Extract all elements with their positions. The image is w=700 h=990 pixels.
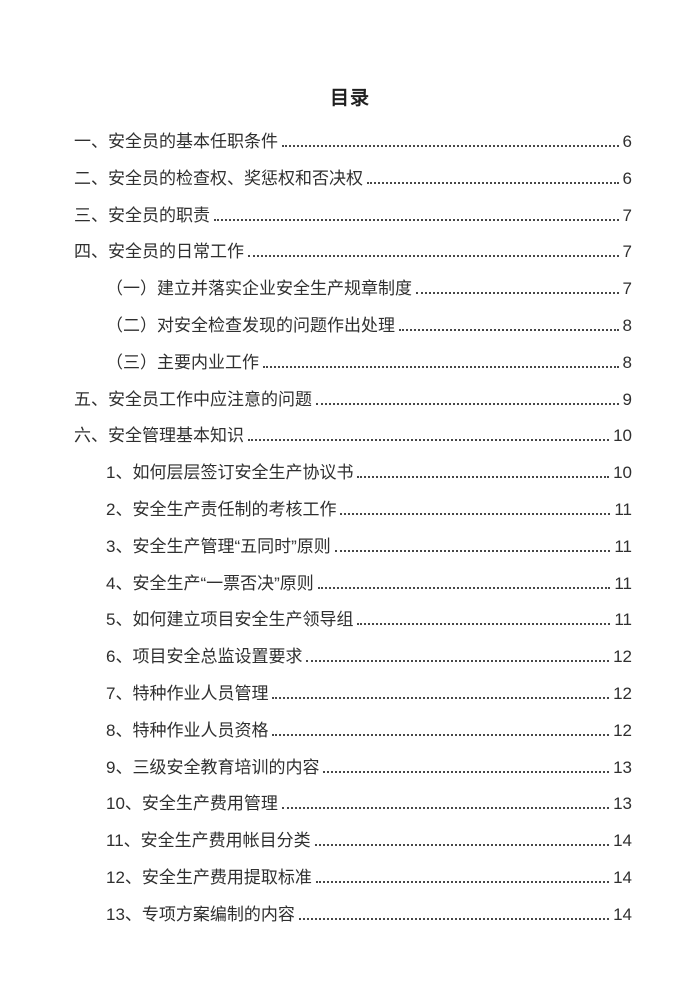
toc-list: 一、安全员的基本任职条件 6 二、安全员的检查权、奖惩权和否决权 6 三、安全员的职责 7…: [0, 124, 700, 934]
toc-entry-page: 6: [622, 168, 632, 188]
toc-entry-page: 11: [614, 536, 632, 556]
toc-entry-label: 13、专项方案编制的内容: [106, 904, 295, 924]
dot-leader: [323, 770, 610, 773]
toc-entry[interactable]: 5、如何建立项目安全生产领导组 11: [0, 602, 700, 639]
toc-entry-label: 六、安全管理基本知识: [74, 426, 244, 446]
toc-entry[interactable]: 二、安全员的检查权、奖惩权和否决权 6: [0, 161, 700, 198]
toc-entry-page: 14: [613, 831, 632, 851]
dot-leader: [416, 292, 619, 295]
dot-leader: [316, 402, 619, 405]
dot-leader: [263, 365, 619, 368]
toc-entry[interactable]: 3、安全生产管理“五同时”原则 11: [0, 529, 700, 566]
dot-leader: [315, 880, 610, 883]
dot-leader: [298, 917, 610, 920]
dot-leader: [357, 623, 611, 626]
toc-entry-label: 五、安全员工作中应注意的问题: [74, 389, 312, 409]
dot-leader: [399, 328, 619, 331]
toc-entry[interactable]: （一）建立并落实企业安全生产规章制度 7: [0, 271, 700, 308]
toc-entry-page: 11: [614, 573, 632, 593]
toc-entry-page: 10: [613, 463, 632, 483]
toc-entry[interactable]: 六、安全管理基本知识 10: [0, 418, 700, 455]
toc-entry[interactable]: 五、安全员工作中应注意的问题 9: [0, 382, 700, 419]
toc-entry-page: 8: [622, 352, 632, 372]
dot-leader: [306, 660, 610, 663]
dot-leader: [272, 696, 610, 699]
toc-entry-page: 13: [613, 794, 632, 814]
toc-entry[interactable]: （三）主要内业工作 8: [0, 345, 700, 382]
toc-entry-label: 1、如何层层签订安全生产协议书: [106, 463, 354, 483]
toc-entry[interactable]: 12、安全生产费用提取标准 14: [0, 860, 700, 897]
toc-entry-page: 14: [613, 904, 632, 924]
toc-entry-page: 11: [614, 610, 632, 630]
toc-entry-label: 四、安全员的日常工作: [74, 242, 244, 262]
toc-entry-label: 5、如何建立项目安全生产领导组: [106, 610, 354, 630]
toc-entry-label: 12、安全生产费用提取标准: [106, 867, 312, 887]
dot-leader: [248, 255, 619, 258]
toc-entry-page: 13: [613, 757, 632, 777]
dot-leader: [357, 476, 610, 479]
toc-entry-page: 7: [622, 242, 632, 262]
toc-entry-page: 12: [613, 647, 632, 667]
toc-entry-label: 2、安全生产责任制的考核工作: [106, 499, 337, 519]
toc-entry-page: 12: [613, 683, 632, 703]
toc-entry[interactable]: 4、安全生产“一票否决”原则 11: [0, 566, 700, 603]
toc-entry-label: 11、安全生产费用帐目分类: [106, 831, 311, 851]
toc-entry[interactable]: 1、如何层层签订安全生产协议书 10: [0, 455, 700, 492]
toc-entry-page: 9: [622, 389, 632, 409]
toc-entry[interactable]: 8、特种作业人员资格 12: [0, 713, 700, 750]
toc-entry-page: 6: [622, 132, 632, 151]
dot-leader: [340, 512, 611, 515]
toc-entry[interactable]: 2、安全生产责任制的考核工作 11: [0, 492, 700, 529]
toc-entry-label: 4、安全生产“一票否决”原则: [106, 573, 314, 593]
toc-entry-label: 3、安全生产管理“五同时”原则: [106, 536, 331, 556]
toc-entry-label: 10、安全生产费用管理: [106, 794, 278, 814]
toc-entry-label: 9、三级安全教育培训的内容: [106, 757, 320, 777]
toc-entry-label: 6、项目安全总监设置要求: [106, 647, 303, 667]
page-title: 目录: [329, 88, 370, 109]
toc-entry-label: 三、安全员的职责: [74, 205, 210, 225]
dot-leader: [281, 807, 610, 810]
toc-entry[interactable]: 6、项目安全总监设置要求 12: [0, 639, 700, 676]
dot-leader: [272, 733, 610, 736]
toc-entry-page: 10: [613, 426, 632, 446]
toc-entry[interactable]: 11、安全生产费用帐目分类 14: [0, 823, 700, 860]
toc-entry[interactable]: 三、安全员的职责 7: [0, 198, 700, 235]
toc-entry-label: 7、特种作业人员管理: [106, 683, 269, 703]
toc-entry-page: 12: [613, 720, 632, 740]
dot-leader: [314, 844, 610, 847]
dot-leader: [334, 549, 611, 552]
dot-leader: [282, 145, 619, 147]
toc-entry-page: 14: [613, 867, 632, 887]
toc-entry-page: 7: [622, 279, 632, 299]
toc-entry-label: （一）建立并落实企业安全生产规章制度: [106, 279, 412, 299]
toc-entry[interactable]: 7、特种作业人员管理 12: [0, 676, 700, 713]
toc-entry-label: 一、安全员的基本任职条件: [74, 132, 278, 151]
toc-entry-label: （二）对安全检查发现的问题作出处理: [106, 315, 395, 335]
toc-entry[interactable]: 9、三级安全教育培训的内容 13: [0, 750, 700, 787]
toc-entry-page: 7: [622, 205, 632, 225]
toc-entry[interactable]: （二）对安全检查发现的问题作出处理 8: [0, 308, 700, 345]
toc-entry[interactable]: 13、专项方案编制的内容 14: [0, 897, 700, 934]
dot-leader: [248, 439, 610, 442]
toc-entry-label: （三）主要内业工作: [106, 352, 259, 372]
toc-entry-label: 8、特种作业人员资格: [106, 720, 269, 740]
dot-leader: [367, 181, 619, 184]
toc-entry-page: 8: [622, 315, 632, 335]
dot-leader: [317, 586, 611, 589]
toc-entry[interactable]: 一、安全员的基本任职条件 6: [0, 124, 700, 161]
toc-entry-label: 二、安全员的检查权、奖惩权和否决权: [74, 168, 363, 188]
toc-entry[interactable]: 四、安全员的日常工作 7: [0, 234, 700, 271]
toc-entry[interactable]: 10、安全生产费用管理 13: [0, 786, 700, 823]
toc-entry-page: 11: [614, 499, 632, 519]
dot-leader: [214, 218, 619, 221]
